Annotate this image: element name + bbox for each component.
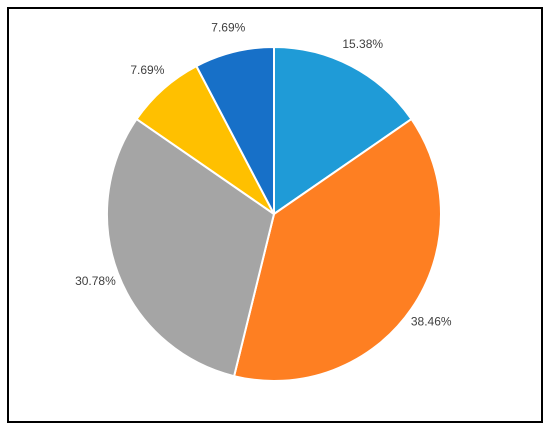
pie-slice — [232, 117, 442, 382]
data-label: 38.46% — [411, 315, 452, 329]
pie-slice — [273, 45, 413, 216]
pie-slice — [106, 117, 276, 378]
data-label: 7.69% — [130, 63, 164, 77]
data-label: 30.78% — [75, 274, 116, 288]
data-label: 15.38% — [342, 37, 383, 51]
pie-slice — [195, 45, 275, 215]
data-label: 7.69% — [211, 21, 245, 35]
